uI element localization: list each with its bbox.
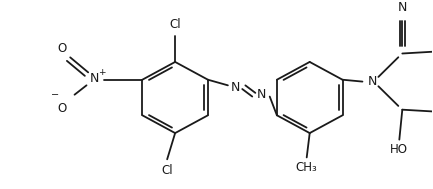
Text: N: N [368,75,377,88]
Text: N: N [90,72,99,85]
Text: +: + [98,68,105,77]
Text: Cl: Cl [162,164,173,177]
Text: CH₃: CH₃ [296,161,317,174]
Text: −: − [51,90,59,100]
Text: N: N [257,88,266,101]
Text: O: O [57,102,67,115]
Text: N: N [231,81,241,94]
Text: Cl: Cl [169,18,181,31]
Text: O: O [57,42,67,55]
Text: N: N [397,1,407,14]
Text: HO: HO [390,143,408,156]
